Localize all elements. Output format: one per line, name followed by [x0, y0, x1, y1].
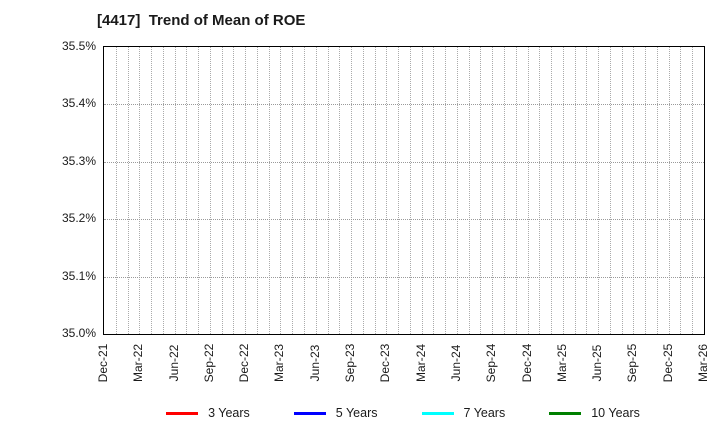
vertical-gridline — [421, 47, 423, 334]
legend-line-swatch — [549, 411, 582, 415]
x-tick-label: Dec-23 — [378, 343, 393, 383]
legend-item-5-years: 5 Years — [293, 406, 378, 420]
legend-label: 5 Years — [335, 406, 378, 420]
horizontal-gridline — [104, 219, 704, 221]
vertical-gridline — [445, 47, 447, 334]
vertical-gridline — [551, 47, 553, 334]
legend-label: 3 Years — [208, 406, 250, 420]
y-tick-label: 35.0% — [61, 326, 96, 340]
vertical-gridline — [515, 47, 517, 334]
x-tick-label: Jun-22 — [166, 344, 181, 382]
vertical-gridline — [198, 47, 200, 334]
vertical-gridline — [456, 47, 458, 334]
vertical-gridline — [586, 47, 588, 334]
horizontal-gridline — [104, 161, 704, 163]
x-tick-label: Dec-25 — [660, 343, 675, 383]
legend: 3 Years 5 Years 7 Years 10 Years — [103, 399, 703, 427]
x-axis: Dec-21 Mar-22 Jun-22 Sep-22 Dec-22 Mar-23 Jun-… — [96, 334, 710, 392]
x-tick-label: Mar-26 — [696, 344, 710, 383]
vertical-gridline — [162, 47, 164, 334]
vertical-gridline — [233, 47, 235, 334]
vertical-gridline — [327, 47, 329, 334]
x-tick-label: Jun-23 — [307, 344, 322, 382]
vertical-gridline — [209, 47, 211, 334]
vertical-gridline — [280, 47, 282, 334]
vertical-gridline — [539, 47, 541, 334]
vertical-gridline — [174, 47, 176, 334]
vertical-gridline — [433, 47, 435, 334]
vertical-gridline — [409, 47, 411, 334]
x-tick-label: Dec-24 — [519, 343, 534, 383]
horizontal-gridline — [104, 104, 704, 106]
x-tick-label: Mar-25 — [554, 344, 569, 383]
chart-title: [4417] Trend of Mean of ROE — [97, 12, 306, 29]
vertical-gridline — [127, 47, 129, 334]
x-tick-label: Sep-24 — [484, 343, 499, 383]
legend-line-swatch — [293, 411, 326, 415]
x-tick-label: Sep-23 — [343, 343, 358, 383]
vertical-gridline — [362, 47, 364, 334]
vertical-gridline — [151, 47, 153, 334]
vertical-gridline — [527, 47, 529, 334]
y-tick-label: 35.4% — [61, 96, 96, 111]
vertical-gridline — [245, 47, 247, 334]
vertical-gridline — [680, 47, 682, 334]
y-tick-label: 35.5% — [61, 39, 96, 53]
x-tick-label: Jun-24 — [448, 344, 463, 382]
vertical-gridline — [574, 47, 576, 334]
vertical-gridline — [304, 47, 305, 334]
y-tick-label: 35.3% — [61, 153, 96, 168]
vertical-gridline — [398, 47, 400, 334]
vertical-gridline — [374, 47, 376, 334]
x-tick-label: Jun-25 — [590, 344, 605, 382]
vertical-gridline — [139, 47, 141, 334]
vertical-gridline — [315, 47, 317, 334]
x-tick-label: Sep-25 — [625, 343, 640, 383]
y-axis: 35.5% 35.4% 35.3% 35.2% 35.1% 35.0% — [34, 39, 96, 340]
legend-line-swatch — [421, 411, 454, 415]
y-tick-label: 35.1% — [61, 268, 96, 283]
vertical-gridline — [621, 47, 623, 334]
vertical-gridline — [268, 47, 270, 334]
vertical-gridline — [186, 47, 188, 334]
x-tick-label: Mar-23 — [272, 344, 287, 383]
plot-area — [103, 46, 705, 335]
legend-line-swatch — [166, 411, 199, 415]
vertical-gridline — [609, 47, 611, 334]
x-tick-label: Mar-24 — [413, 344, 428, 383]
vertical-gridline — [221, 47, 223, 334]
horizontal-gridline — [104, 276, 704, 278]
legend-item-7-years: 7 Years — [421, 406, 506, 420]
vertical-gridline — [256, 47, 258, 334]
vertical-gridline — [292, 47, 294, 334]
x-tick-label: Mar-22 — [131, 344, 146, 383]
vertical-gridline — [692, 47, 694, 334]
vertical-gridline — [598, 47, 600, 334]
legend-label: 10 Years — [591, 406, 640, 420]
vertical-gridline — [645, 47, 647, 334]
vertical-gridline — [351, 47, 353, 334]
x-tick-label: Sep-22 — [201, 343, 216, 383]
y-tick-label: 35.2% — [61, 211, 96, 226]
legend-item-3-years: 3 Years — [166, 406, 250, 420]
x-tick-label: Dec-22 — [237, 343, 252, 383]
x-tick-label: Dec-21 — [96, 343, 110, 383]
legend-label: 7 Years — [463, 406, 506, 420]
vertical-gridline — [504, 47, 505, 334]
vertical-gridline — [115, 47, 117, 334]
vertical-gridline — [633, 47, 635, 334]
vertical-gridline — [468, 47, 470, 334]
vertical-gridline — [668, 47, 670, 334]
legend-item-10-years: 10 Years — [549, 406, 640, 420]
vertical-gridline — [386, 47, 388, 334]
vertical-gridline — [339, 47, 341, 334]
vertical-gridline — [492, 47, 494, 334]
vertical-gridline — [656, 47, 658, 334]
vertical-gridline — [480, 47, 482, 334]
vertical-gridline — [562, 47, 564, 334]
